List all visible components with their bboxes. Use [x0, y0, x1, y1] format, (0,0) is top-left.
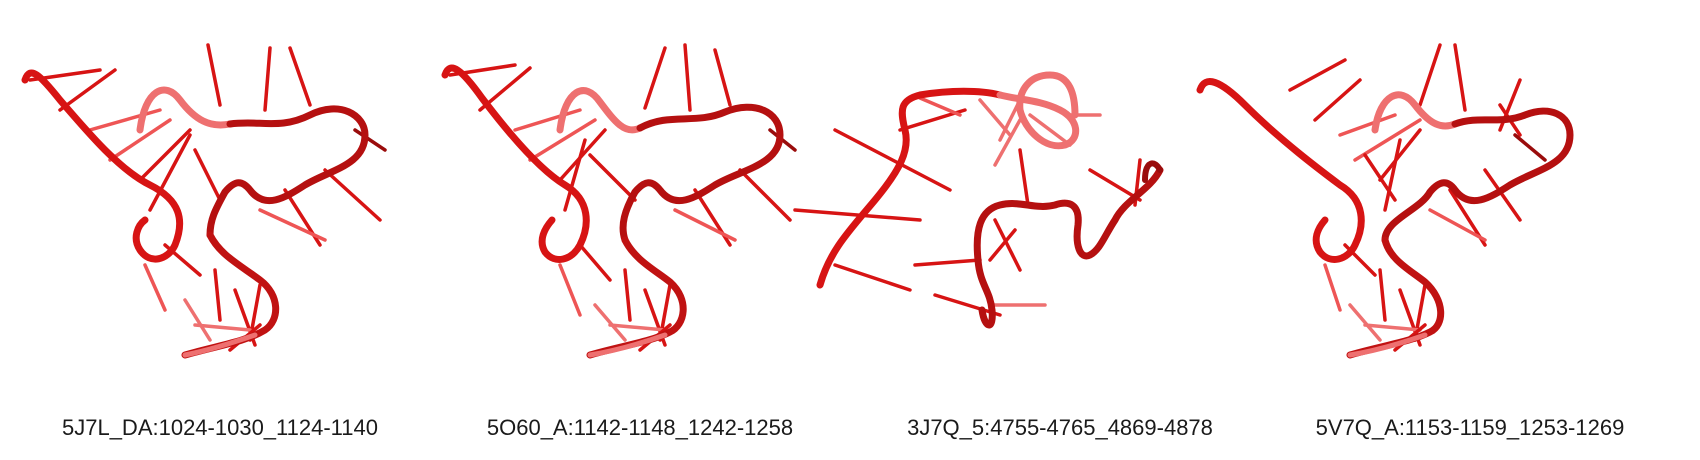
structure-label: 3J7Q_5:4755-4765_4869-4878 — [907, 415, 1213, 440]
rna-3d-structure-2 — [441, 43, 797, 359]
backbone-tube — [816, 71, 1164, 329]
backbone-tube — [1196, 78, 1574, 359]
rna-3d-structure-1 — [21, 43, 387, 359]
base-sticks — [1288, 43, 1547, 352]
backbone-tube — [21, 69, 369, 359]
structure-panel-2: 5O60_A:1142-1148_1242-1258 — [440, 20, 840, 450]
rna-3d-structure-4 — [1196, 43, 1574, 359]
base-sticks — [793, 96, 1142, 317]
backbone-tube — [441, 64, 784, 359]
structure-panel-4: 5V7Q_A:1153-1159_1253-1269 — [1196, 20, 1670, 450]
structure-label: 5J7L_DA:1024-1030_1124-1140 — [61, 415, 378, 440]
base-sticks — [448, 43, 797, 352]
structure-panel-3: 3J7Q_5:4755-4765_4869-4878 — [793, 20, 1260, 450]
structure-label: 5O60_A:1142-1148_1242-1258 — [486, 415, 794, 440]
structure-label: 5V7Q_A:1153-1159_1253-1269 — [1315, 415, 1625, 440]
rna-3d-structure-3 — [793, 71, 1164, 329]
structure-panel-1: 5J7L_DA:1024-1030_1124-1140 — [20, 20, 420, 450]
base-sticks — [28, 43, 387, 352]
